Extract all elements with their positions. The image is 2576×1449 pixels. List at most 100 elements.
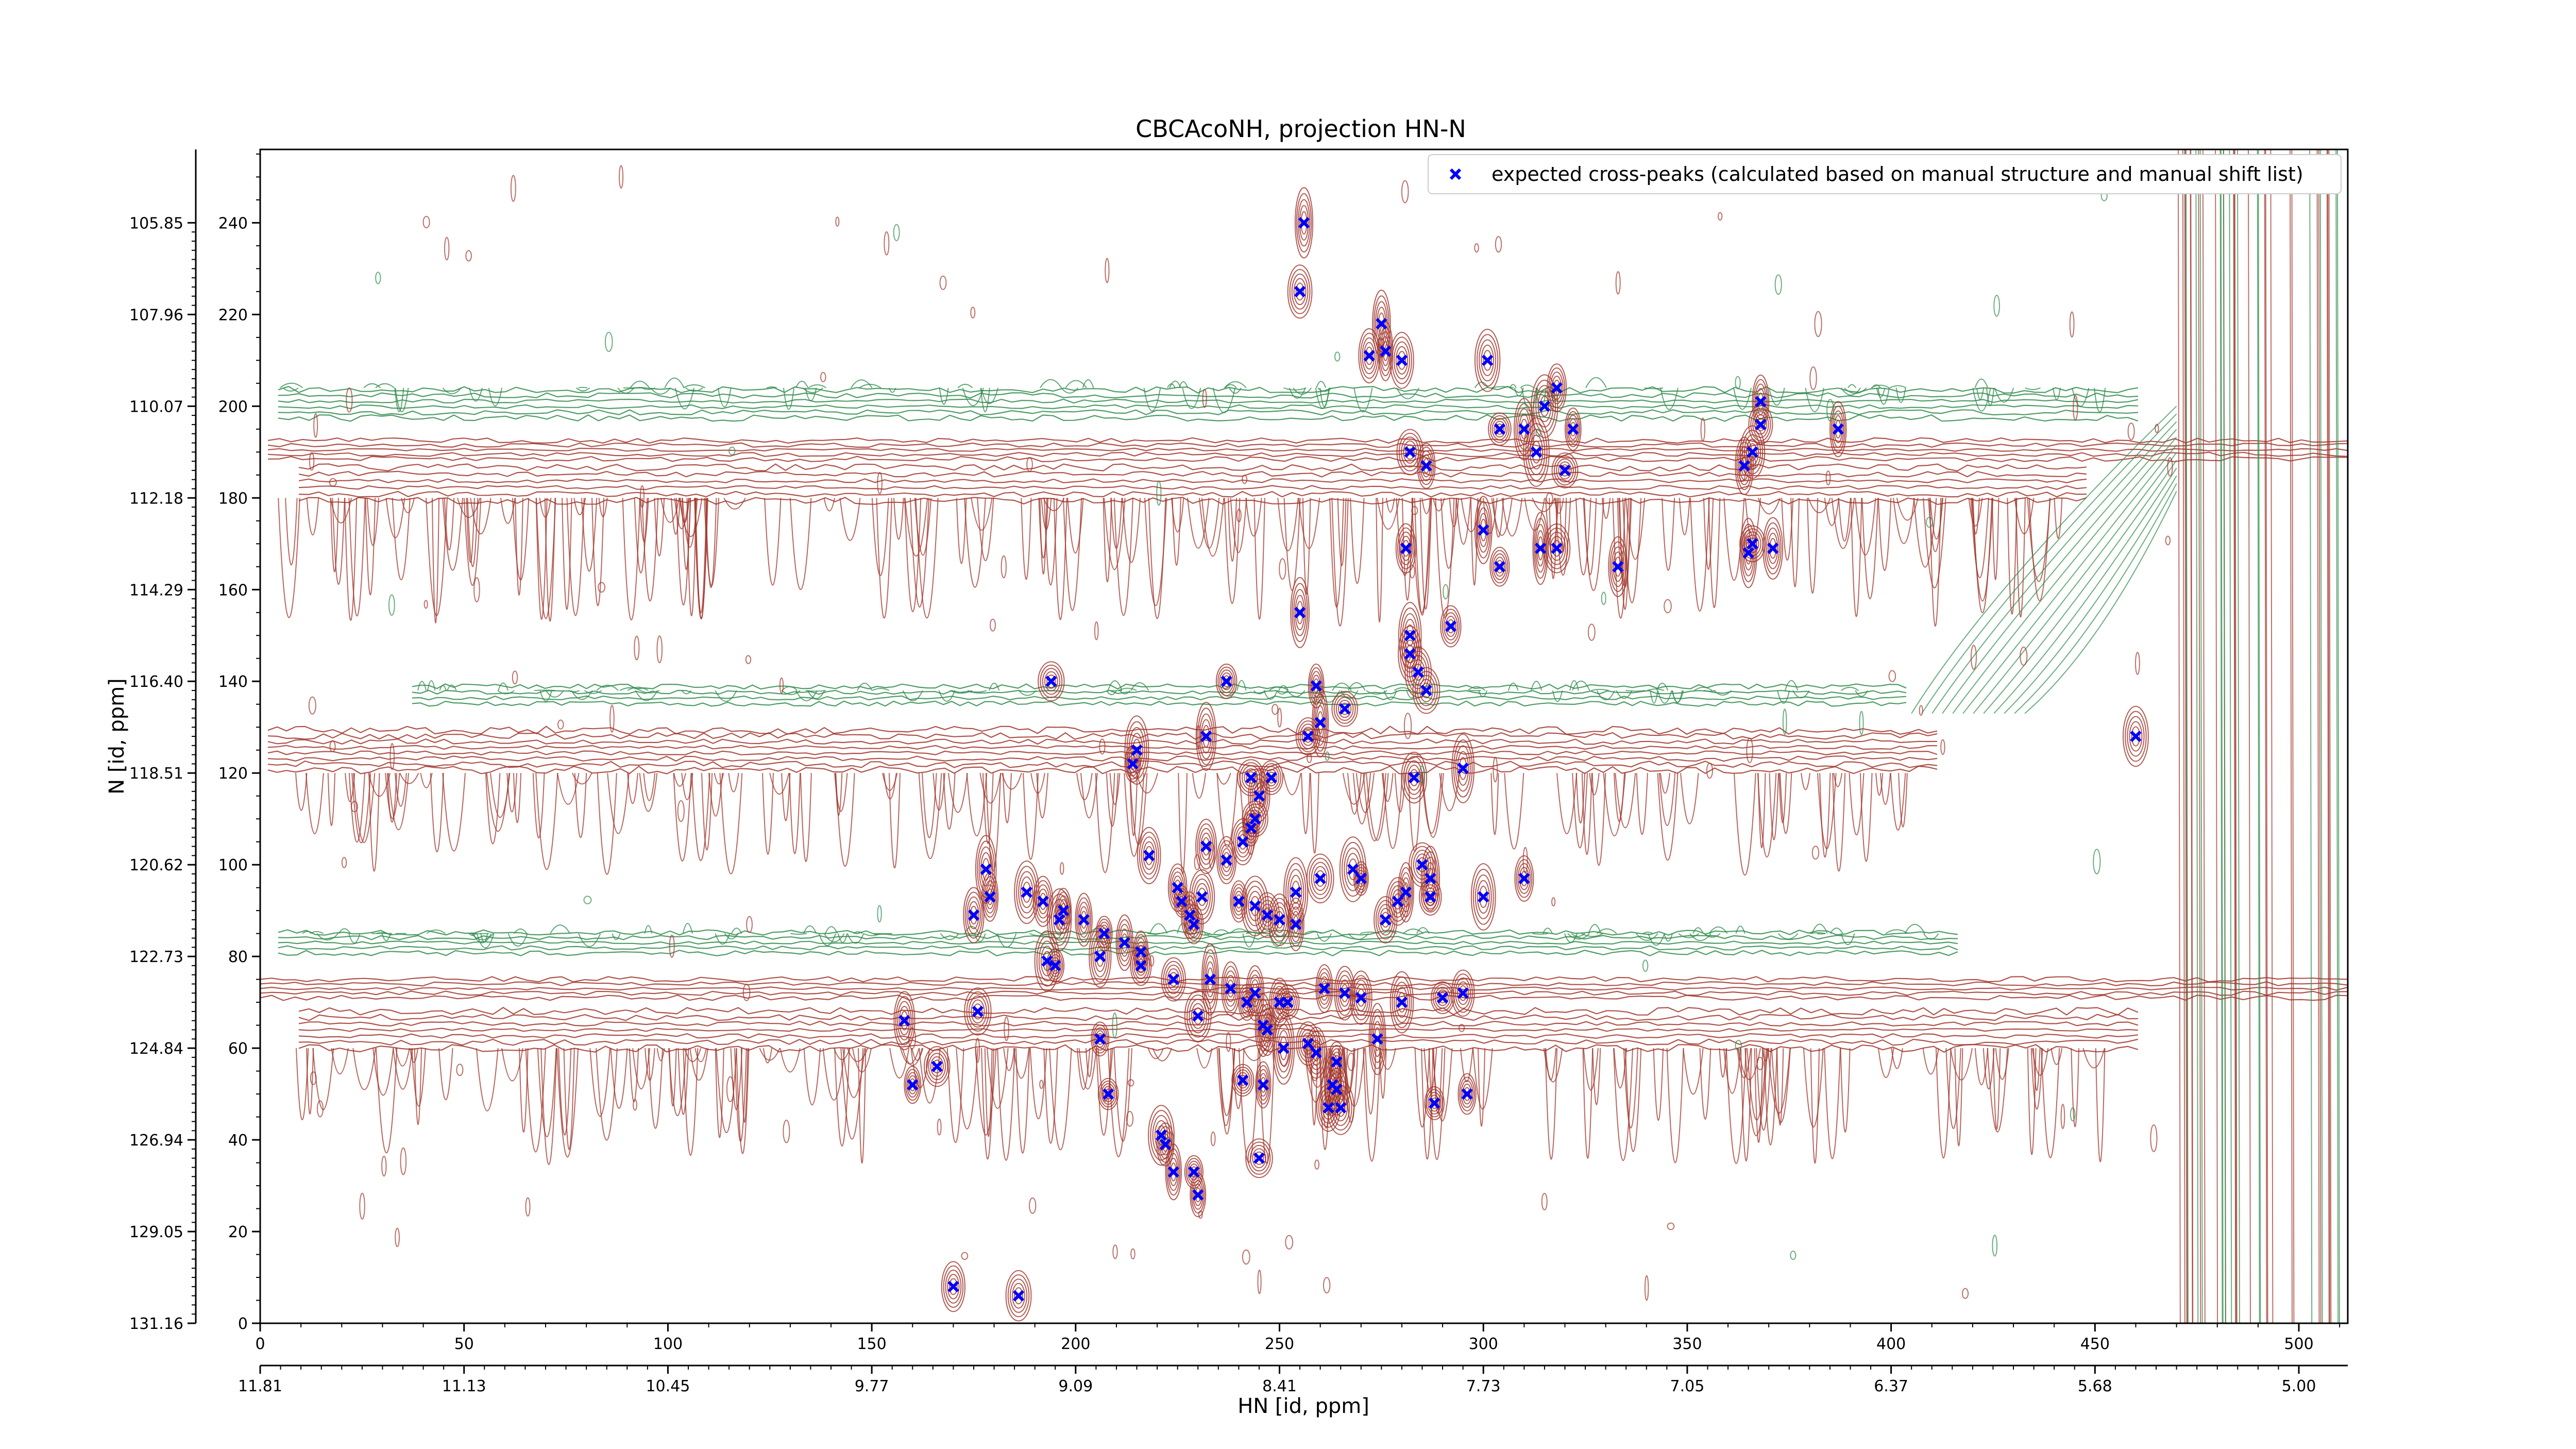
legend: expected cross-peaks (calculated based o…	[1428, 154, 2342, 194]
solvent-artifact-line	[2327, 149, 2331, 1323]
noise-contour	[1347, 1052, 1355, 1071]
ridge-200-contour-fringe	[282, 387, 299, 392]
ridge-125-contour-fringe	[1757, 773, 1766, 849]
peak-contour	[1403, 440, 1417, 464]
ridge-137-contour-fringe	[1571, 680, 1590, 691]
solvent-artifact-line	[2336, 149, 2340, 1323]
ridge-64-contour-fringe	[414, 1048, 422, 1125]
noise-contour	[1925, 517, 1933, 528]
ridge-137-contour-fringe	[1530, 681, 1543, 691]
ridge-137-contour-fringe	[1278, 685, 1289, 691]
peak-contour	[1483, 350, 1492, 371]
cross-peak-marker	[1196, 891, 1208, 903]
peak-contour	[970, 905, 978, 925]
ridge-125-contour-fringe	[1833, 773, 1843, 787]
peak-contour	[973, 1003, 983, 1020]
ridge-125-contour-fringe	[442, 773, 466, 852]
peak-contour	[1397, 992, 1406, 1013]
noise-contour	[970, 307, 976, 319]
ridge-64-contour-fringe	[2050, 1048, 2063, 1065]
peak-contour	[1756, 417, 1765, 432]
peak-contour	[1494, 557, 1505, 577]
cross-peak-marker	[907, 1079, 919, 1091]
noise-contour	[961, 1252, 969, 1260]
peak-contour	[1285, 863, 1307, 922]
ridge-125-contour-fringe	[1382, 773, 1403, 849]
ridge-64-contour-fringe	[476, 1048, 499, 1111]
ridge-125-contour-fringe	[1363, 773, 1386, 841]
ridge-137-contour-fringe	[619, 687, 641, 691]
cross-peak-marker	[1078, 914, 1090, 926]
ridge-125-contour-fringe	[295, 773, 308, 811]
peak-contour	[1272, 1012, 1295, 1085]
peak-contour	[1531, 374, 1558, 439]
peak-contour	[1417, 675, 1436, 706]
ridge-137-contour-fringe	[1714, 690, 1732, 696]
ridge-200-contour-line	[278, 404, 2139, 410]
ridge-125-contour-line	[267, 750, 1938, 755]
ridge-183-contour-fringe	[348, 498, 366, 617]
noise-contour	[783, 1119, 790, 1143]
cross-peak-marker	[1233, 896, 1245, 907]
noise-contour	[329, 740, 336, 752]
peak-contour	[1216, 836, 1237, 884]
noise-contour	[465, 250, 472, 262]
ridge-125-contour-fringe	[1572, 773, 1588, 849]
ridge-183-contour-fringe	[1662, 498, 1675, 571]
ridge-183-contour-fringe	[1757, 497, 1781, 515]
peak-contour	[932, 1059, 942, 1074]
ridge-83-contour-fringe	[1735, 925, 1745, 934]
cross-peak-marker	[1371, 1033, 1383, 1045]
peak-contour	[1056, 891, 1071, 930]
peak-contour	[1292, 583, 1308, 643]
cross-peak-marker	[1237, 1074, 1249, 1086]
noise-contour	[656, 635, 663, 664]
peak-contour	[1399, 531, 1413, 565]
peak-contour	[1545, 527, 1568, 569]
cross-peak-marker	[1323, 1102, 1334, 1114]
ridge-125-contour-fringe	[1076, 773, 1093, 800]
noise-contour	[423, 600, 428, 609]
peak-contour	[1290, 577, 1310, 648]
peak-contour	[1440, 605, 1462, 648]
ridge-200-contour-fringe	[1871, 384, 1890, 389]
peak-contour	[982, 876, 997, 918]
peak-contour	[1311, 862, 1330, 896]
ridge-200-contour-fringe	[1840, 387, 1861, 396]
ridge-125-contour-fringe	[681, 773, 693, 800]
peak-contour	[968, 901, 979, 930]
ridge-64-contour-fringe	[558, 1048, 572, 1136]
ridge-83-contour-fringe	[302, 931, 313, 934]
solvent-artifact-line	[2257, 149, 2260, 1323]
peak-contour	[1539, 395, 1550, 417]
peak-contour	[1129, 757, 1136, 770]
ridge-183-contour-fringe	[1971, 498, 1980, 535]
ridge-64-contour-fringe	[1699, 1048, 1711, 1120]
peak-contour	[1394, 893, 1402, 910]
ridge-125-contour-fringe	[985, 773, 1002, 872]
x-tick-label: 350	[1672, 1335, 1702, 1353]
ridge-64-contour-fringe	[1365, 1048, 1377, 1115]
ridge-64-contour-fringe	[1076, 1048, 1091, 1090]
noise-contour	[1962, 1288, 1969, 1299]
ridge-64-contour-fringe	[956, 1048, 979, 1130]
peak-contour	[1299, 205, 1309, 241]
peak-contour	[1368, 1003, 1386, 1075]
ridge-183-contour-fringe	[1808, 497, 1831, 514]
ridge-200-contour-fringe	[1316, 381, 1327, 389]
ridge-183-contour-fringe	[1063, 498, 1082, 611]
peak-contour	[1249, 1144, 1268, 1172]
ridge-125-contour-fringe	[1239, 773, 1263, 855]
peak-contour	[1609, 541, 1626, 592]
peak-contour	[1608, 536, 1628, 597]
ridge-200-contour-fringe	[1061, 387, 1079, 394]
y-tick-label: 40	[228, 1132, 248, 1150]
peak-contour	[1547, 363, 1567, 413]
cross-peak-marker	[1436, 992, 1449, 1004]
ridge-183-contour-fringe	[285, 498, 298, 565]
peak-contour	[1754, 383, 1767, 420]
peak-contour	[1137, 941, 1145, 963]
ridge-200-contour-fringe	[1733, 387, 1752, 410]
peak-contour	[1341, 984, 1349, 1002]
cross-peak-marker	[1738, 460, 1750, 472]
